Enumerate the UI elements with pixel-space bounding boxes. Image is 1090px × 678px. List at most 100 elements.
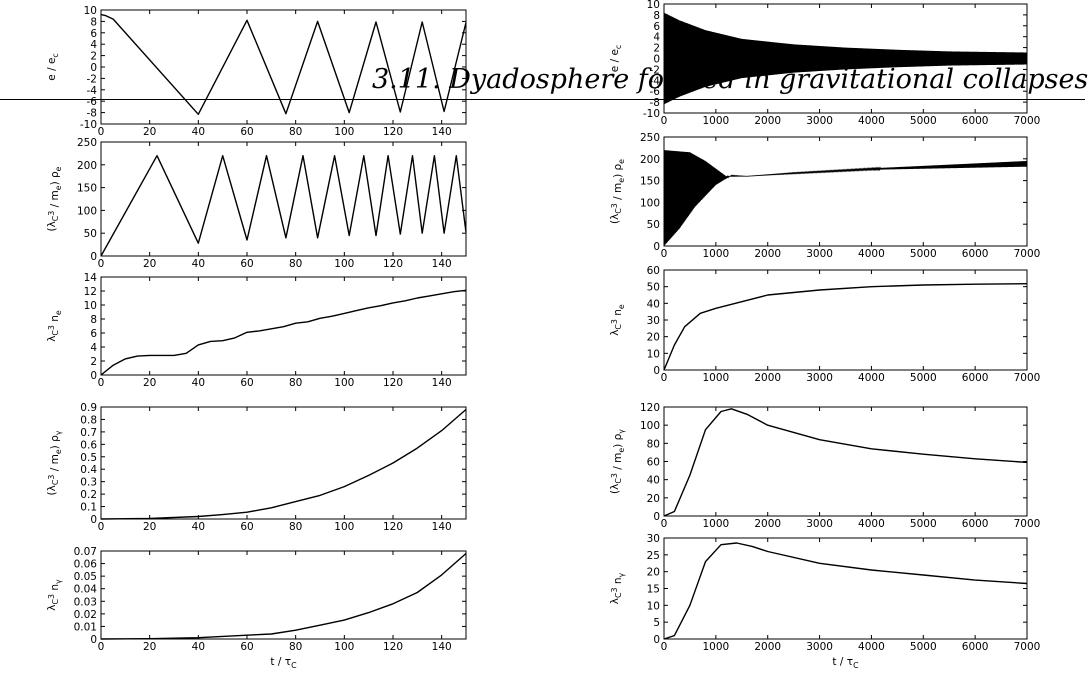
x-tick-label: 4000 (858, 115, 885, 127)
x-tick-label: 7000 (1014, 115, 1041, 127)
label-part: 3 (610, 473, 619, 478)
y-axis-label: e / ec (609, 45, 623, 72)
y-axis-label: e / ec (46, 53, 60, 80)
y-axis-label: (λC3 / me) ρe (46, 166, 63, 231)
plot-frame (100, 276, 467, 376)
x-tick-label: 80 (289, 258, 302, 270)
y-tick-label: 10 (84, 5, 97, 17)
header-rule (0, 99, 1085, 100)
y-tick-label: -2 (87, 73, 97, 85)
y-tick-label: 6 (90, 328, 97, 340)
y-tick-label: -10 (643, 108, 660, 120)
x-tick-label: 0 (661, 641, 668, 653)
y-tick-label: 20 (647, 493, 660, 505)
panel-left-rho-gamma: 0 20 40 60 80 100 120 140 00.10.20.30.40.50.60.7… (46, 402, 467, 533)
label-part: λ (609, 330, 621, 336)
x-tick-label: 7000 (1014, 518, 1041, 530)
y-tick-label: 50 (647, 282, 660, 294)
label-part: λ (46, 336, 58, 342)
label-part: γ (617, 429, 626, 434)
x-tick-label: 3000 (806, 518, 833, 530)
y-tick-label: 0.7 (80, 427, 97, 439)
y-tick-label: 4 (90, 39, 97, 51)
x-tick-label: 100 (334, 258, 354, 270)
x-tick-label: 40 (192, 521, 205, 533)
y-tick-label: 0.06 (74, 559, 98, 571)
label-part: (λ (46, 485, 58, 495)
x-tick-label: 7000 (1014, 248, 1041, 260)
x-tick-label: 1000 (702, 248, 729, 260)
y-tick-label: 40 (647, 475, 660, 487)
x-tick-label: 40 (192, 126, 205, 138)
x-tick-label: 0 (661, 115, 668, 127)
series-line (100, 289, 467, 376)
x-tick-label: 140 (432, 258, 452, 270)
x-tick-label: 3000 (806, 372, 833, 384)
y-axis-label: (λC3 / me) ργ (609, 429, 626, 494)
y-tick-label: -2 (650, 64, 660, 76)
y-axis-label: (λC3 / me) ρe (609, 159, 626, 224)
y-tick-label: 6 (90, 28, 97, 40)
x-tick-label: 120 (383, 521, 403, 533)
label-part: C (614, 208, 623, 214)
y-tick-label: 50 (647, 219, 660, 231)
x-tick-label: 80 (289, 377, 302, 389)
label-part: e (54, 449, 63, 454)
y-tick-label: 0.07 (74, 546, 97, 558)
y-axis-label: λC3 ne (609, 304, 626, 336)
x-axis-label: t / τC (832, 656, 859, 670)
y-tick-label: 0 (90, 370, 97, 382)
x-tick-label: 6000 (962, 641, 989, 653)
label-part: e (617, 178, 626, 183)
y-tick-label: 0.1 (80, 502, 97, 514)
x-tick-label: 3000 (806, 115, 833, 127)
x-tick-label: 0 (661, 248, 668, 260)
x-tick-label: 3000 (806, 248, 833, 260)
x-tick-label: 4000 (858, 641, 885, 653)
y-tick-label: 0 (90, 634, 97, 646)
page-header-title: 3.11. Dyadosphere formed in gravitationa… (372, 64, 1089, 95)
label-part: λ (609, 598, 621, 604)
x-tick-label: 120 (383, 126, 403, 138)
label-part: ) ρ (49, 171, 61, 185)
label-part: 3 (47, 211, 56, 216)
y-tick-label: 0.2 (80, 489, 97, 501)
label-part: / m (49, 190, 61, 210)
label-part: γ (54, 579, 63, 584)
label-part: e (54, 310, 63, 315)
plot-frame (100, 550, 467, 640)
y-tick-label: 120 (640, 402, 660, 414)
label-part: n (49, 584, 61, 594)
plot-frame (663, 537, 1028, 640)
y-axis-label: λC3 nγ (46, 579, 63, 611)
label-part: e (617, 448, 626, 453)
series-line (663, 408, 1028, 517)
series-line (663, 542, 1028, 640)
label-part: c (614, 45, 623, 49)
series-line (100, 552, 467, 640)
x-tick-label: 5000 (910, 641, 937, 653)
y-tick-label: 0 (653, 365, 660, 377)
y-tick-label: 12 (84, 286, 97, 298)
x-tick-label: 40 (192, 641, 205, 653)
oscillating-series (663, 150, 1028, 246)
x-tick-label: 7000 (1014, 372, 1041, 384)
plot-frame (663, 269, 1028, 371)
y-tick-label: 0.04 (74, 584, 98, 596)
label-part: c (51, 53, 60, 57)
label-part: e (54, 185, 63, 190)
label-part: ) ρ (612, 163, 624, 177)
label-part: C (51, 598, 60, 604)
y-tick-label: 0.9 (80, 402, 97, 414)
x-tick-label: 1000 (702, 372, 729, 384)
y-tick-label: -6 (650, 86, 661, 98)
y-tick-label: 0.05 (74, 571, 97, 583)
x-tick-label: 2000 (754, 641, 781, 653)
label-part: C (51, 479, 60, 485)
label-part: 3 (610, 203, 619, 208)
x-tick-label: 100 (334, 521, 354, 533)
y-tick-label: 250 (640, 132, 660, 144)
y-tick-label: -4 (87, 85, 98, 97)
label-part: t / τ (270, 656, 291, 668)
